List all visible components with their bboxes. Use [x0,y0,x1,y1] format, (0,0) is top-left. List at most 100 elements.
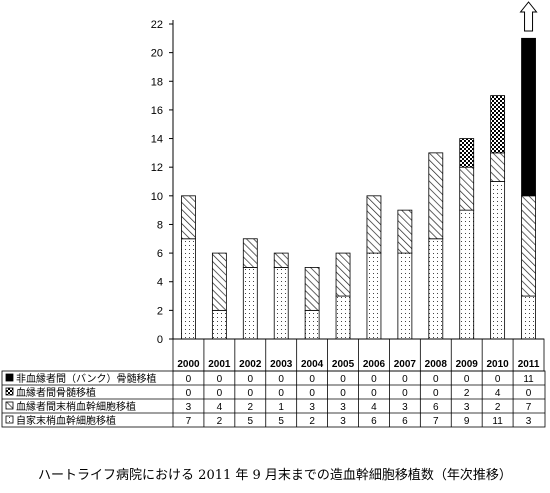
series-label: 血縁者間末梢血幹細胞移植 [16,400,136,413]
table-cell-value: 0 [278,374,284,385]
table-cell-value: 11 [492,416,503,427]
table-cell-value: 3 [340,402,346,413]
bar-segment [428,152,444,240]
figure-caption: ハートライフ病院における 2011 年 9 月末までの造血幹細胞移植数（年次推移… [38,468,512,483]
y-tick-label: 6 [157,248,163,260]
bar-segment [521,195,536,297]
series-label: 血縁者間骨髄移植 [16,386,96,399]
table-cell-value: 0 [248,374,254,385]
bar-segment [304,309,320,340]
bar-segment [459,209,475,340]
bar-segment [521,295,536,340]
table-cell-value: 5 [278,416,284,427]
table-cell-value: 1 [278,402,284,413]
table-cell-value: 0 [433,374,439,385]
y-tick-label: 20 [151,48,163,60]
table-cell-value: 0 [217,374,223,385]
table-cell-value: 4 [495,388,501,399]
y-tick-label: 18 [151,76,163,88]
bar-segment [211,252,227,311]
table-cell-value: 0 [278,388,284,399]
bar-segment [181,195,196,240]
table-cell-value: 3 [464,402,470,413]
y-axis: 0 2 4 6 8 10 12 14 16 18 20 22 [151,19,174,346]
table-cell-value: 7 [186,416,192,427]
bar-segment [459,166,475,211]
table-cell-value: 0 [309,374,315,385]
y-tick-label: 0 [157,334,163,346]
table-cell-value: 7 [526,402,532,413]
table-cell-value: 2 [217,416,223,427]
table-cell-value: 6 [433,402,439,413]
y-tick-label: 14 [151,134,163,146]
table-cell-value: 6 [402,416,408,427]
data-table: 非血縁者間（バンク）骨髄移植 0 0 0 0 0 0 0 0 0 0 0 11 血縁者間骨髄移植 0 0 0 0 0… [1,370,546,428]
y-tick-label: 16 [151,105,163,117]
y-tick-label: 8 [157,219,163,231]
table-cell-value: 0 [340,388,346,399]
table-cell-value: 11 [523,374,534,385]
table-cell-value: 4 [371,402,377,413]
table-cell-value: 0 [495,374,501,385]
x-tick-label: 2003 [270,359,293,370]
y-tick-label: 10 [151,191,163,203]
table-cell-value: 2 [495,402,501,413]
bar-segment [335,295,351,340]
x-tick-label: 2002 [239,359,262,370]
table-cell-value: 3 [186,402,192,413]
table-cell-value: 7 [433,416,439,427]
legend-swatch [5,415,14,424]
table-cell-value: 2 [464,388,470,399]
table-cell-value: 3 [526,416,532,427]
table-cell-value: 0 [340,374,346,385]
x-tick-label: 2007 [394,359,417,370]
bar-segment [242,238,258,268]
bar-segment [366,252,382,340]
bar-segment [521,37,536,197]
x-tick-label: 2008 [425,359,448,370]
bar-segment [459,138,475,168]
y-tick-label: 4 [157,277,163,289]
bar-segment [181,238,196,340]
legend-swatch [5,401,14,410]
y-tick-label: 22 [151,19,163,31]
table-cell-value: 2 [309,416,315,427]
x-tick-label: 2010 [487,359,510,370]
x-tick-label: 2000 [177,359,200,370]
bar-segment [490,152,506,182]
legend-swatch [5,373,14,382]
table-cell-value: 0 [433,388,439,399]
bar-segment [273,267,289,340]
bars-group [181,37,536,340]
bar-segment [490,95,506,154]
x-tick-label: 2005 [332,359,355,370]
x-tick-label: 2001 [208,359,231,370]
series-label: 自家末梢血幹細胞移植 [16,414,116,427]
x-tick-label: 2011 [518,359,540,370]
bar-segment [397,252,413,340]
table-cell-value: 0 [186,388,192,399]
table-cell-value: 0 [402,388,408,399]
table-cell-value: 0 [526,388,532,399]
table-cell-value: 3 [340,416,346,427]
bar-segment [273,252,289,268]
x-tick-label: 2006 [363,359,386,370]
table-cell-value: 4 [217,402,223,413]
bar-segment [366,195,382,254]
legend-swatch [5,387,14,396]
table-cell-value: 5 [248,416,254,427]
off-scale-arrow-icon [519,1,538,32]
bar-segment [304,267,320,311]
table-cell-value: 3 [402,402,408,413]
table-cell-value: 6 [371,416,377,427]
table-cell-value: 0 [309,388,315,399]
table-cell-value: 0 [217,388,223,399]
x-axis: 2000 2001 2002 2003 2004 2005 2006 2007 2008 2009… [172,338,545,427]
table-cell-value: 0 [248,388,254,399]
y-tick-label: 12 [151,162,163,174]
table-cell-value: 0 [464,374,470,385]
bar-segment [211,309,227,340]
bar-segment [242,267,258,340]
table-cell-value: 2 [248,402,254,413]
